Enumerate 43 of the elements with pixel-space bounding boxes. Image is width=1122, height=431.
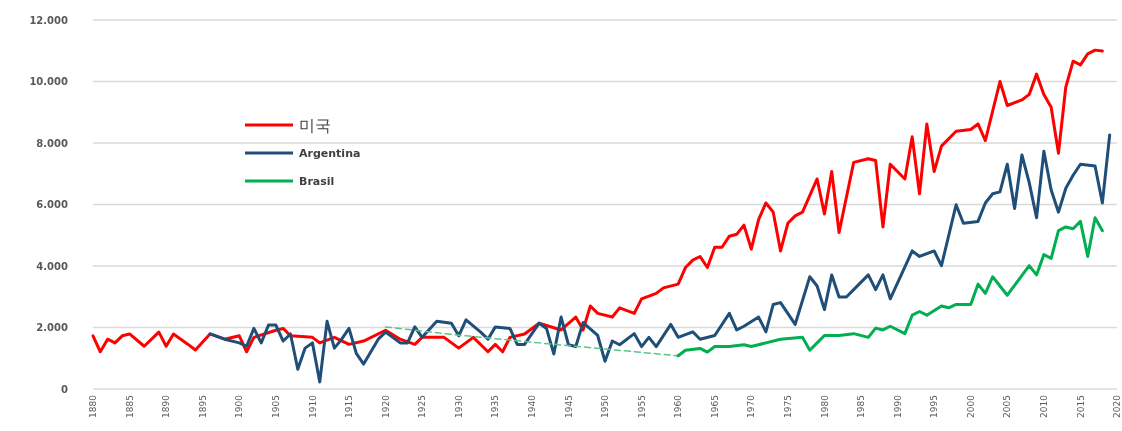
x-tick-label: 1955 <box>636 395 647 418</box>
x-tick-label: 1970 <box>746 394 757 418</box>
legend-label: Argentina <box>299 146 361 160</box>
y-tick-label: 2.000 <box>36 322 69 333</box>
x-tick-label: 1895 <box>197 395 208 418</box>
line-series <box>676 216 1104 358</box>
y-tick-label: 4.000 <box>36 260 69 272</box>
x-tick-label: 1910 <box>307 394 318 418</box>
x-tick-label: 1935 <box>490 395 501 418</box>
legend-label: Brasil <box>299 174 335 188</box>
x-tick-label: 1945 <box>563 395 574 418</box>
x-tick-label: 2005 <box>1002 395 1013 418</box>
x-tick-label: 1920 <box>380 394 391 418</box>
x-tick-label: 1990 <box>892 394 903 418</box>
x-tick-label: 1900 <box>234 394 245 418</box>
x-tick-label: 2020 <box>1112 394 1122 418</box>
y-tick-label: 8.000 <box>36 137 69 149</box>
x-tick-label: 1940 <box>527 394 538 418</box>
x-tick-label: 1960 <box>673 394 684 418</box>
x-tick-label: 1905 <box>271 395 282 418</box>
x-tick-label: 1975 <box>783 395 794 418</box>
x-tick-label: 1890 <box>161 394 172 418</box>
line-series <box>91 48 1104 354</box>
x-tick-label: 2000 <box>965 394 976 418</box>
x-tick-label: 2010 <box>1039 394 1050 418</box>
x-tick-label: 1885 <box>124 395 135 418</box>
x-tick-label: 1950 <box>600 394 611 418</box>
x-tick-label: 1980 <box>819 394 830 418</box>
line-series <box>384 326 679 357</box>
x-tick-label: 1985 <box>856 395 867 418</box>
x-tick-label: 1965 <box>709 395 720 418</box>
y-tick-label: 6.000 <box>36 199 69 210</box>
legend-label: 미국 <box>299 115 331 135</box>
y-tick-label: 0 <box>61 383 69 395</box>
line-series <box>208 133 1112 384</box>
y-tick-label: 10.000 <box>29 76 69 87</box>
x-tick-label: 1995 <box>929 395 940 418</box>
y-tick-label: 12.000 <box>29 14 69 26</box>
x-tick-label: 1925 <box>417 395 428 418</box>
x-tick-label: 1930 <box>453 394 464 418</box>
x-tick-label: 2015 <box>1075 395 1086 418</box>
x-tick-label: 1915 <box>344 395 355 418</box>
x-tick-label: 1880 <box>88 394 99 418</box>
